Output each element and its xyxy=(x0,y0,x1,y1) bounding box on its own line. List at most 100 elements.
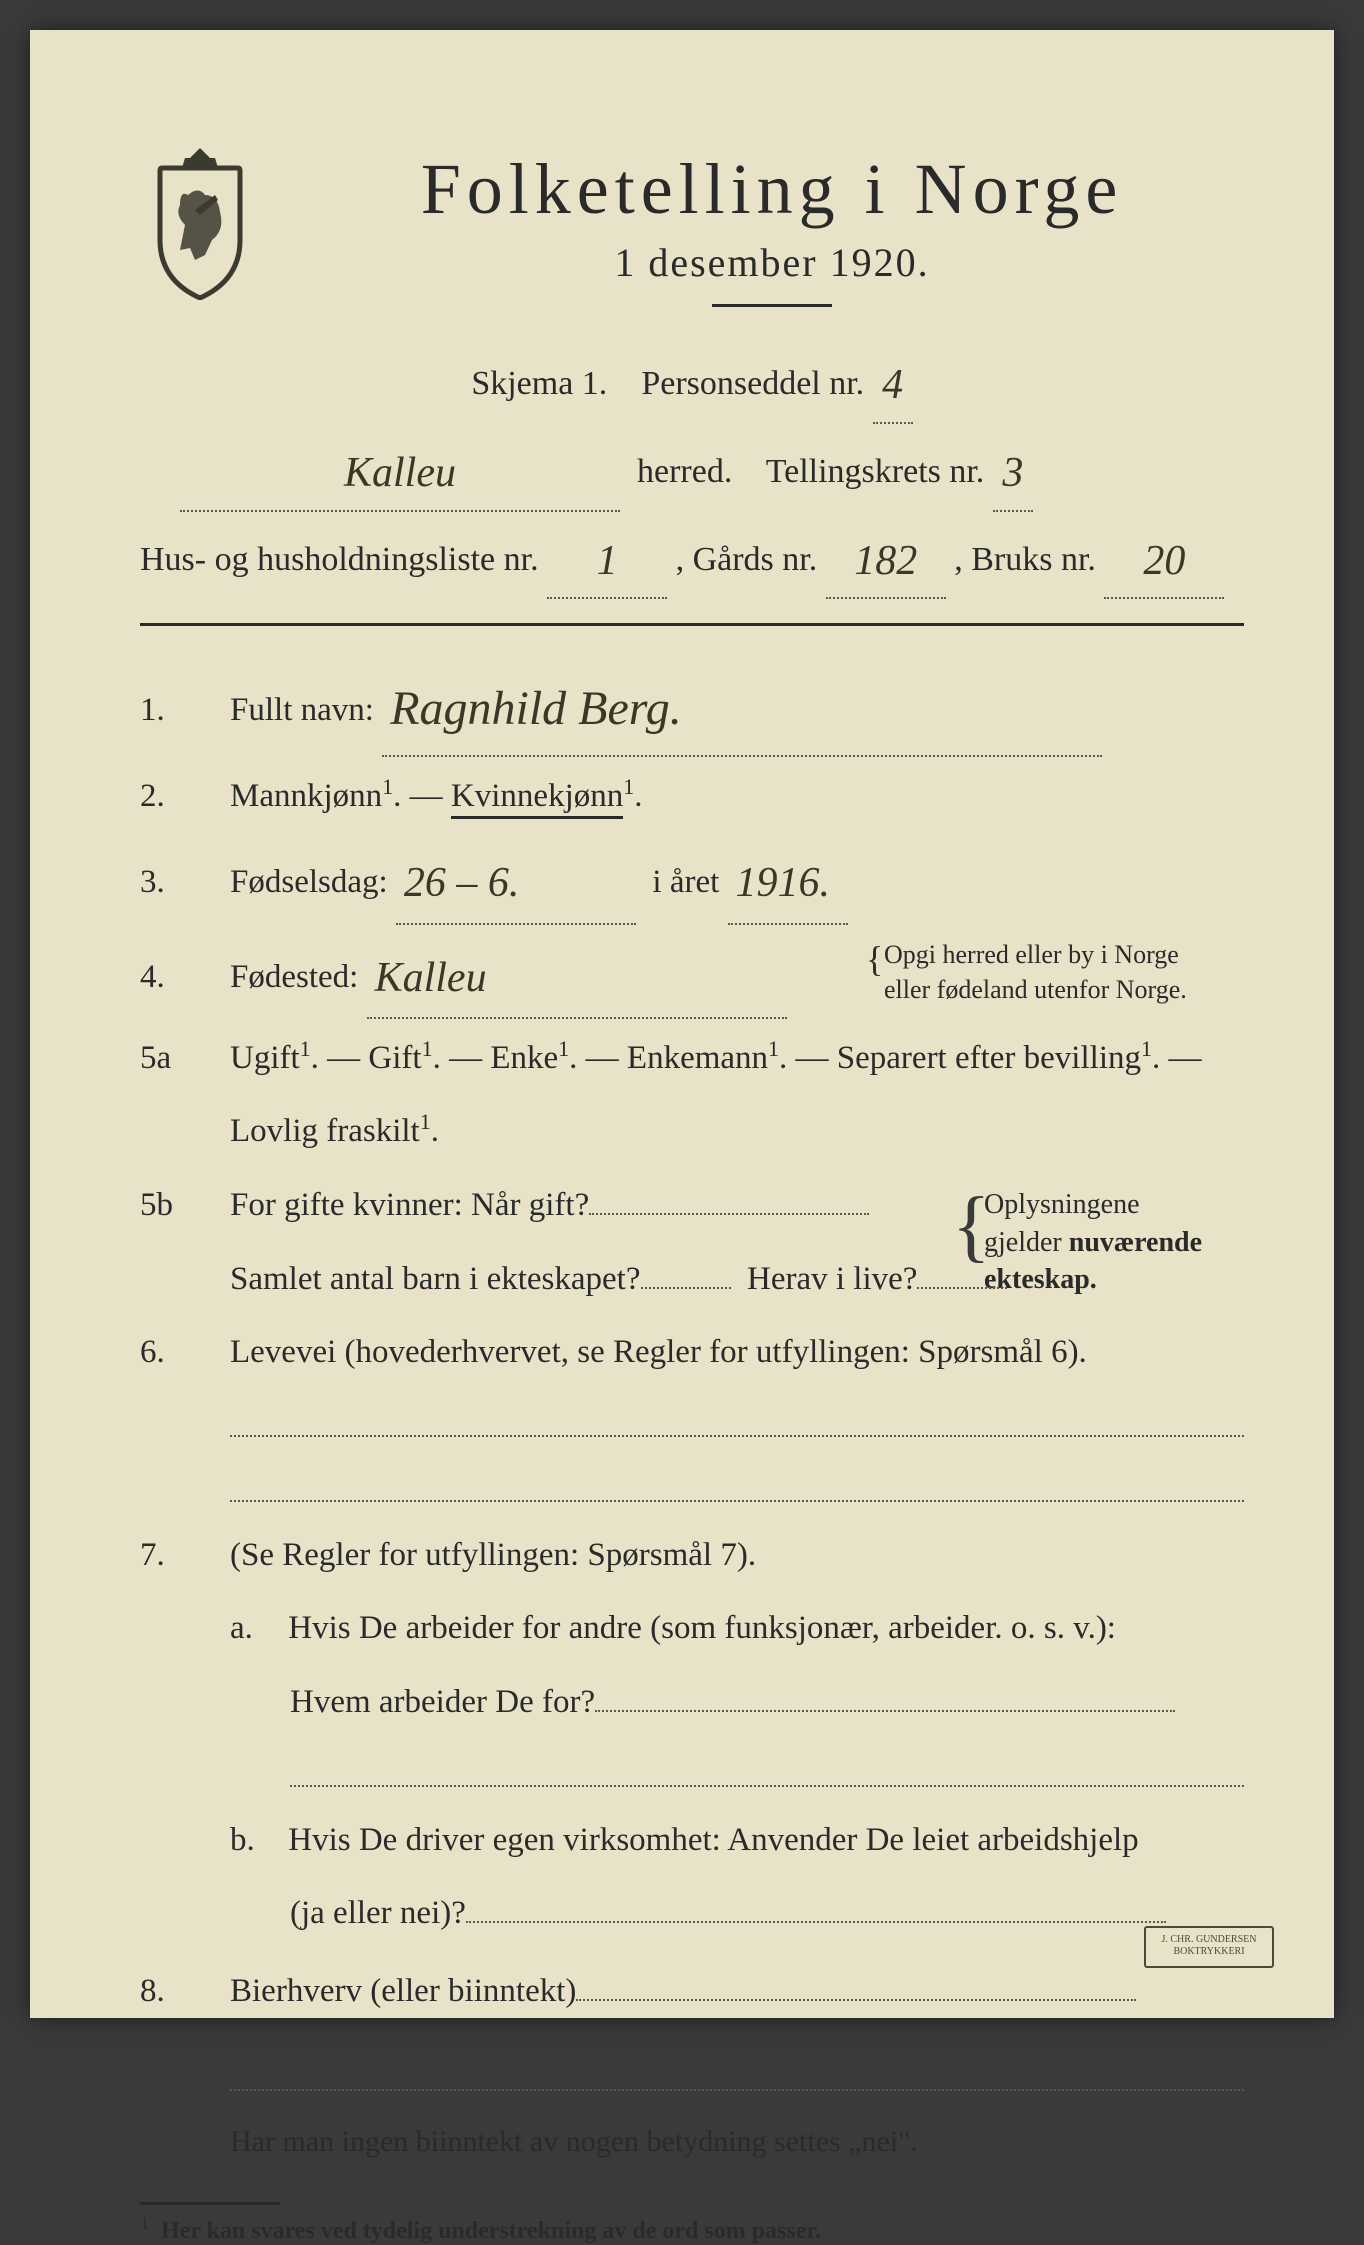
meta-block: Skjema 1. Personseddel nr. 4 Kalleu herr… xyxy=(140,342,1244,599)
bottom-note: Har man ingen biinntekt av nogen betydni… xyxy=(230,2111,1244,2173)
q7-intro: (Se Regler for utfyllingen: Spørsmål 7). xyxy=(230,1522,1244,1590)
q7a-row2: Hvem arbeider De for? xyxy=(140,1669,1244,1737)
title-block: Folketelling i Norge 1 desember 1920. xyxy=(300,140,1244,307)
q5b-row: 5b For gifte kvinner: Når gift? Oplysnin… xyxy=(140,1172,1244,1240)
q5a-row2: Lovlig fraskilt1. xyxy=(140,1098,1244,1166)
q3-year-field: 1916. xyxy=(728,836,848,924)
title-rule xyxy=(712,304,832,307)
tellingskrets-label: Tellingskrets nr. xyxy=(766,453,985,490)
personseddel-label: Personseddel nr. xyxy=(641,365,864,402)
q3-year-label: i året xyxy=(652,864,719,900)
q7b-num: b. xyxy=(230,1807,280,1875)
q5b-gift-field xyxy=(589,1213,869,1215)
q1-body: Fullt navn: Ragnhild Berg. xyxy=(230,656,1244,756)
form-title: Folketelling i Norge xyxy=(300,148,1244,231)
q7a-field xyxy=(595,1710,1175,1712)
q5b-body: For gifte kvinner: Når gift? Oplysningen… xyxy=(230,1172,1244,1240)
q7a-line2: Hvem arbeider De for? xyxy=(290,1684,595,1720)
form-subtitle: 1 desember 1920. xyxy=(300,239,1244,286)
q5b-num: 5b xyxy=(140,1172,230,1240)
q4-side-note: { Opgi herred eller by i Norge eller fød… xyxy=(884,937,1244,1007)
q3-label: Fødselsdag: xyxy=(230,864,388,900)
coat-of-arms xyxy=(140,140,260,300)
q3-day-field: 26 – 6. xyxy=(396,836,636,924)
q7-row: 7. (Se Regler for utfyllingen: Spørsmål … xyxy=(140,1522,1244,1590)
q6-text: Levevei (hovederhvervet, se Regler for u… xyxy=(230,1319,1244,1387)
q4-value: Kalleu xyxy=(375,935,487,1021)
q5a-row: 5a Ugift1. — Gift1. — Enke1. — Enkemann1… xyxy=(140,1025,1244,1093)
q6-row: 6. Levevei (hovederhvervet, se Regler fo… xyxy=(140,1319,1244,1387)
q5a-body: Ugift1. — Gift1. — Enke1. — Enkemann1. —… xyxy=(230,1025,1244,1093)
q7b-row: b. Hvis De driver egen virksomhet: Anven… xyxy=(140,1807,1244,1875)
q1-field: Ragnhild Berg. xyxy=(382,656,1102,756)
q8-label: Bierhverv (eller biinntekt) xyxy=(230,1973,576,2009)
q5a-num: 5a xyxy=(140,1025,230,1093)
q2-kvinne: Kvinnekjønn xyxy=(451,778,623,819)
q7b-body: b. Hvis De driver egen virksomhet: Anven… xyxy=(230,1807,1244,1875)
census-form-page: Folketelling i Norge 1 desember 1920. Sk… xyxy=(30,30,1334,2018)
q2-num: 2. xyxy=(140,763,230,831)
q5b-line2b: Herav i live? xyxy=(747,1261,917,1297)
q8-row: 8. Bierhverv (eller biinntekt) xyxy=(140,1958,1244,2026)
herred-value: Kalleu xyxy=(344,434,456,514)
q7a-fill-line xyxy=(290,1757,1244,1787)
tellingskrets-nr: 3 xyxy=(1002,434,1023,514)
printer-stamp: J. CHR. GUNDERSENBOKTRYKKERI xyxy=(1144,1926,1274,1968)
short-rule xyxy=(140,2202,280,2205)
q7b-field xyxy=(466,1921,1166,1923)
bottom-fill-line xyxy=(230,2061,1244,2091)
q5b-barn-field xyxy=(641,1287,731,1289)
q4-note1: Opgi herred eller by i Norge xyxy=(884,940,1179,969)
q2-dash: — xyxy=(410,778,451,814)
q7a-num: a. xyxy=(230,1595,280,1663)
gards-nr: 182 xyxy=(854,522,917,602)
q3-row: 3. Fødselsdag: 26 – 6. i året 1916. xyxy=(140,836,1244,924)
q7-num: 7. xyxy=(140,1522,230,1590)
q4-note2: eller fødeland utenfor Norge. xyxy=(884,975,1187,1004)
q4-row: 4. Fødested: Kalleu { Opgi herred eller … xyxy=(140,931,1244,1019)
personseddel-nr-field: 4 xyxy=(873,342,913,424)
q1-label: Fullt navn: xyxy=(230,692,374,728)
q6-num: 6. xyxy=(140,1319,230,1387)
q5b-line2a: Samlet antal barn i ekteskapet? xyxy=(230,1261,641,1297)
q6-fill-line1 xyxy=(230,1407,1244,1437)
q5b-brace1: Oplysningene xyxy=(984,1189,1140,1220)
q5b-body2: Samlet antal barn i ekteskapet? Herav i … xyxy=(230,1246,1244,1314)
q5b-live-field xyxy=(917,1287,1007,1289)
q7a-line1: Hvis De arbeider for andre (som funksjon… xyxy=(288,1610,1116,1646)
bruks-field: 20 xyxy=(1104,518,1224,600)
q7b-line1: Hvis De driver egen virksomhet: Anvender… xyxy=(288,1822,1138,1858)
skjema-label: Skjema 1. xyxy=(471,365,607,402)
footnote: 1 Her kan svares ved tydelig understrekn… xyxy=(140,2213,1244,2245)
personseddel-nr: 4 xyxy=(882,346,903,426)
crest-svg xyxy=(140,140,260,300)
q1-value: Ragnhild Berg. xyxy=(390,660,682,758)
q7a-body: a. Hvis De arbeider for andre (som funks… xyxy=(230,1595,1244,1663)
q5b-line1a: For gifte kvinner: Når gift? xyxy=(230,1187,589,1223)
q1-row: 1. Fullt navn: Ragnhild Berg. xyxy=(140,656,1244,756)
q8-field xyxy=(576,1999,1136,2001)
main-rule xyxy=(140,623,1244,626)
skjema-line: Skjema 1. Personseddel nr. 4 xyxy=(140,342,1244,424)
q6-fill-line2 xyxy=(230,1472,1244,1502)
hus-field: 1 xyxy=(547,518,667,600)
bruks-label: , Bruks nr. xyxy=(954,541,1096,578)
q4-field: Kalleu xyxy=(367,931,787,1019)
q7a-row: a. Hvis De arbeider for andre (som funks… xyxy=(140,1595,1244,1663)
q5a-options: Ugift1. — Gift1. — Enke1. — Enkemann1. —… xyxy=(230,1040,1201,1076)
q2-row: 2. Mannkjønn1. — Kvinnekjønn1. xyxy=(140,763,1244,831)
q4-label: Fødested: xyxy=(230,959,358,995)
q7b-line2: (ja eller nei)? xyxy=(290,1895,466,1931)
q4-num: 4. xyxy=(140,944,230,1012)
herred-field: Kalleu xyxy=(180,430,620,512)
bruks-nr: 20 xyxy=(1143,522,1185,602)
gards-label: , Gårds nr. xyxy=(676,541,818,578)
gards-field: 182 xyxy=(826,518,946,600)
q1-num: 1. xyxy=(140,677,230,745)
q4-body: Fødested: Kalleu { Opgi herred eller by … xyxy=(230,931,1244,1019)
q3-day: 26 – 6. xyxy=(404,840,520,926)
herred-label: herred. xyxy=(637,453,732,490)
q5a-line2: Lovlig fraskilt1. xyxy=(230,1098,1244,1166)
header-row: Folketelling i Norge 1 desember 1920. xyxy=(140,140,1244,307)
q3-body: Fødselsdag: 26 – 6. i året 1916. xyxy=(230,836,1244,924)
